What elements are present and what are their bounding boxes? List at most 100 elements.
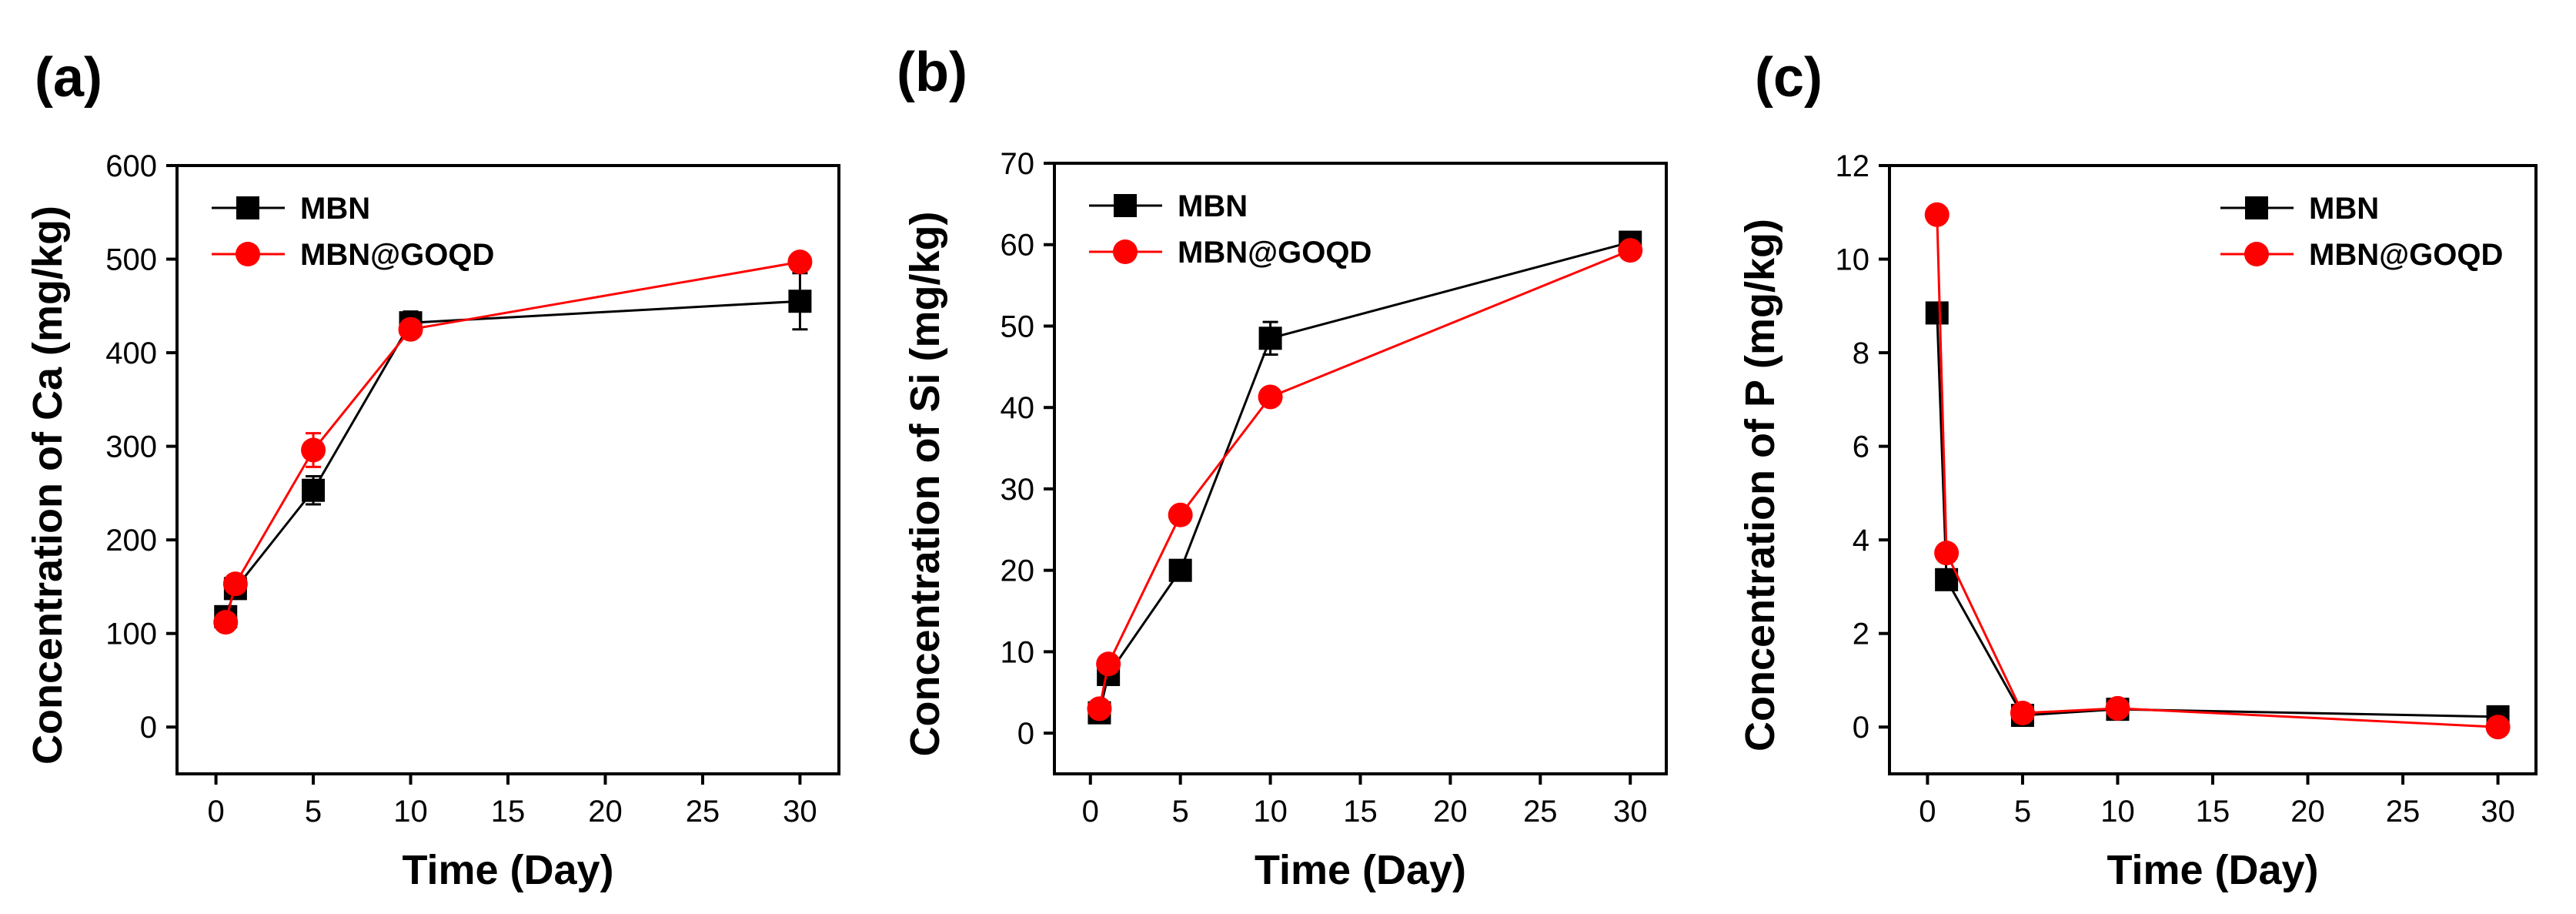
y-tick-label: 60 xyxy=(1001,229,1035,263)
plot-frame xyxy=(175,164,840,775)
data-point xyxy=(1924,202,1950,227)
x-axis-title: Time (Day) xyxy=(402,847,613,893)
legend-label: MBN@GOQD xyxy=(300,238,494,272)
y-tick-label: 300 xyxy=(105,430,157,464)
x-tick-label: 0 xyxy=(1919,795,1936,829)
legend-label: MBN xyxy=(2309,192,2379,226)
y-tick-label: 400 xyxy=(105,336,157,370)
y-tick-label: 70 xyxy=(1001,147,1035,181)
series-line xyxy=(1098,241,1631,714)
x-tick-label: 30 xyxy=(1613,795,1648,829)
legend-label: MBN xyxy=(1178,189,1248,223)
y-tick-label: 600 xyxy=(105,149,157,183)
chart-panel-2: (b) 0 5 10 15 20 25 30 0 10 20 30 40 50 60 70 Time (Day)… xyxy=(897,42,1668,893)
data-point xyxy=(301,437,326,463)
legend-label: MBN@GOQD xyxy=(1178,236,1372,270)
data-point xyxy=(1168,502,1193,527)
x-tick-label: 10 xyxy=(2100,795,2135,829)
x-tick-label: 30 xyxy=(783,795,817,829)
x-tick-label: 20 xyxy=(2290,795,2325,829)
legend-marker xyxy=(2245,196,2268,219)
series-mbn xyxy=(1925,301,2510,728)
legend-marker xyxy=(236,242,260,266)
y-axis-title: Concentration of Si (mg/kg) xyxy=(902,212,948,757)
series-mbn-goqd xyxy=(1924,202,2511,740)
y-axis-title: Concentration of Ca (mg/kg) xyxy=(25,206,71,765)
x-tick-label: 0 xyxy=(1082,795,1099,829)
y-tick-label: 40 xyxy=(1001,391,1035,425)
legend-marker xyxy=(2244,242,2269,266)
series-line xyxy=(1936,313,2498,718)
chart-panel-3: (c) 0 5 10 15 20 25 30 0 2 4 6 8 10 12 Time (Day) Concen… xyxy=(1737,47,2538,893)
series-mbn xyxy=(1088,230,1642,725)
x-tick-label: 30 xyxy=(2481,795,2515,829)
y-tick-label: 30 xyxy=(1001,473,1035,507)
x-tick-label: 25 xyxy=(686,795,720,829)
x-tick-label: 15 xyxy=(491,795,526,829)
legend-label: MBN xyxy=(300,192,370,226)
x-tick-label: 25 xyxy=(1523,795,1558,829)
data-point xyxy=(1935,567,1959,591)
data-point xyxy=(213,610,239,635)
legend: MBN MBN@GOQD xyxy=(2220,192,2503,272)
legend-marker xyxy=(1114,194,1137,217)
panel-label: (c) xyxy=(1755,47,1823,109)
y-tick-label: 10 xyxy=(1836,243,1870,277)
x-tick-label: 15 xyxy=(2196,795,2230,829)
data-point xyxy=(2010,701,2035,725)
x-tick-label: 10 xyxy=(393,795,428,829)
legend-label: MBN@GOQD xyxy=(2309,238,2503,272)
data-point xyxy=(1087,696,1112,721)
panel-label: (a) xyxy=(35,47,102,109)
data-point xyxy=(1096,651,1121,677)
y-tick-label: 0 xyxy=(140,711,157,745)
data-point xyxy=(1258,384,1283,410)
x-axis-title: Time (Day) xyxy=(2107,847,2318,893)
x-tick-label: 5 xyxy=(2014,795,2031,829)
y-tick-label: 100 xyxy=(105,618,157,651)
y-tick-label: 12 xyxy=(1836,149,1870,183)
x-tick-label: 5 xyxy=(305,795,322,829)
legend: MBN MBN@GOQD xyxy=(212,192,494,272)
x-tick-label: 20 xyxy=(1433,795,1468,829)
y-tick-label: 500 xyxy=(105,243,157,277)
data-point xyxy=(398,316,423,342)
data-point xyxy=(1934,541,1960,566)
y-tick-label: 200 xyxy=(105,524,157,557)
x-tick-label: 0 xyxy=(207,795,224,829)
y-tick-label: 6 xyxy=(1853,430,1869,464)
data-point xyxy=(1925,301,1949,325)
x-tick-label: 5 xyxy=(1172,795,1189,829)
legend-marker xyxy=(236,196,259,219)
data-point xyxy=(1168,558,1192,582)
data-point xyxy=(2105,695,2130,721)
y-tick-label: 50 xyxy=(1001,310,1035,343)
legend-marker xyxy=(1113,239,1138,264)
y-tick-label: 0 xyxy=(1853,711,1869,745)
x-tick-label: 10 xyxy=(1253,795,1288,829)
series-mbn-goqd xyxy=(213,249,813,635)
data-point xyxy=(788,290,812,313)
data-point xyxy=(302,478,326,502)
y-tick-label: 10 xyxy=(1001,635,1035,669)
y-tick-label: 20 xyxy=(1001,554,1035,588)
x-tick-label: 20 xyxy=(588,795,623,829)
series-line xyxy=(1098,249,1631,709)
x-tick-label: 25 xyxy=(2386,795,2421,829)
panel-label: (b) xyxy=(897,42,967,103)
y-tick-label: 8 xyxy=(1853,336,1869,370)
data-point xyxy=(1258,326,1282,350)
y-tick-label: 4 xyxy=(1853,524,1869,557)
series-mbn-goqd xyxy=(1087,238,1643,721)
data-point xyxy=(787,249,813,275)
y-tick-label: 2 xyxy=(1853,618,1869,651)
legend: MBN MBN@GOQD xyxy=(1089,189,1372,270)
data-point xyxy=(1618,238,1643,263)
y-axis-title: Concentration of P (mg/kg) xyxy=(1737,219,1783,752)
series-line xyxy=(1936,214,2498,728)
x-axis-title: Time (Day) xyxy=(1255,847,1466,893)
x-tick-label: 15 xyxy=(1343,795,1378,829)
y-tick-label: 0 xyxy=(1017,717,1034,751)
